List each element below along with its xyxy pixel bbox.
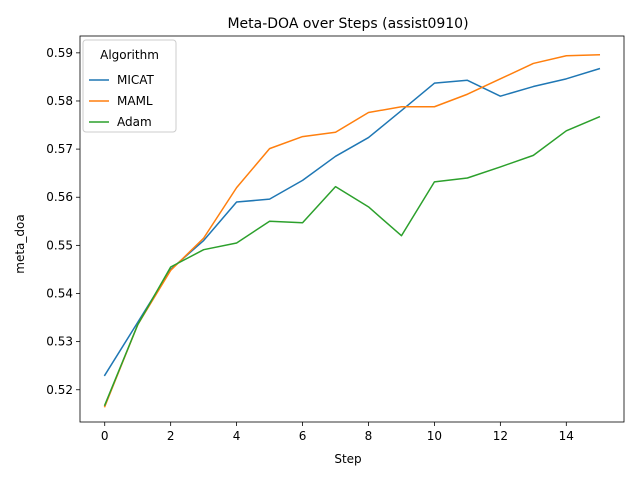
chart-title: Meta-DOA over Steps (assist0910) bbox=[227, 16, 468, 32]
axes-frame bbox=[79, 35, 625, 423]
x-axis-label: Step bbox=[334, 452, 361, 466]
x-tick-label: 14 bbox=[559, 429, 574, 443]
series-line-micat bbox=[103, 67, 601, 377]
legend-label-micat: MICAT bbox=[117, 73, 155, 87]
y-tick-label: 0.57 bbox=[46, 142, 73, 156]
x-tick-label: 8 bbox=[365, 429, 373, 443]
y-ticks: 0.52 0.53 0.54 0.55 0.56 0.57 0.58 0.59 bbox=[46, 46, 80, 397]
legend-entries: MICAT MAML Adam bbox=[89, 73, 155, 129]
series-line-maml bbox=[103, 53, 601, 408]
x-tick-label: 6 bbox=[299, 429, 307, 443]
y-tick-label: 0.55 bbox=[46, 238, 73, 252]
y-tick-label: 0.56 bbox=[46, 190, 73, 204]
legend-label-adam: Adam bbox=[117, 115, 152, 129]
legend-label-maml: MAML bbox=[117, 94, 153, 108]
y-tick-label: 0.58 bbox=[46, 94, 73, 108]
y-axis-label: meta_doa bbox=[13, 214, 27, 273]
y-tick-label: 0.53 bbox=[46, 335, 73, 349]
legend-title: Algorithm bbox=[100, 48, 159, 62]
x-tick-label: 0 bbox=[101, 429, 109, 443]
series-line-adam bbox=[103, 115, 601, 407]
y-tick-label: 0.52 bbox=[46, 383, 73, 397]
x-tick-label: 4 bbox=[233, 429, 241, 443]
x-tick-label: 10 bbox=[427, 429, 442, 443]
plot-marks bbox=[103, 53, 601, 408]
x-tick-label: 2 bbox=[167, 429, 175, 443]
y-tick-label: 0.54 bbox=[46, 286, 73, 300]
y-tick-label: 0.59 bbox=[46, 46, 73, 60]
x-tick-label: 12 bbox=[493, 429, 508, 443]
legend: Algorithm MICAT MAML Adam bbox=[82, 39, 177, 133]
x-ticks: 0 2 4 6 8 10 12 14 bbox=[101, 422, 574, 443]
legend-box bbox=[82, 39, 177, 133]
